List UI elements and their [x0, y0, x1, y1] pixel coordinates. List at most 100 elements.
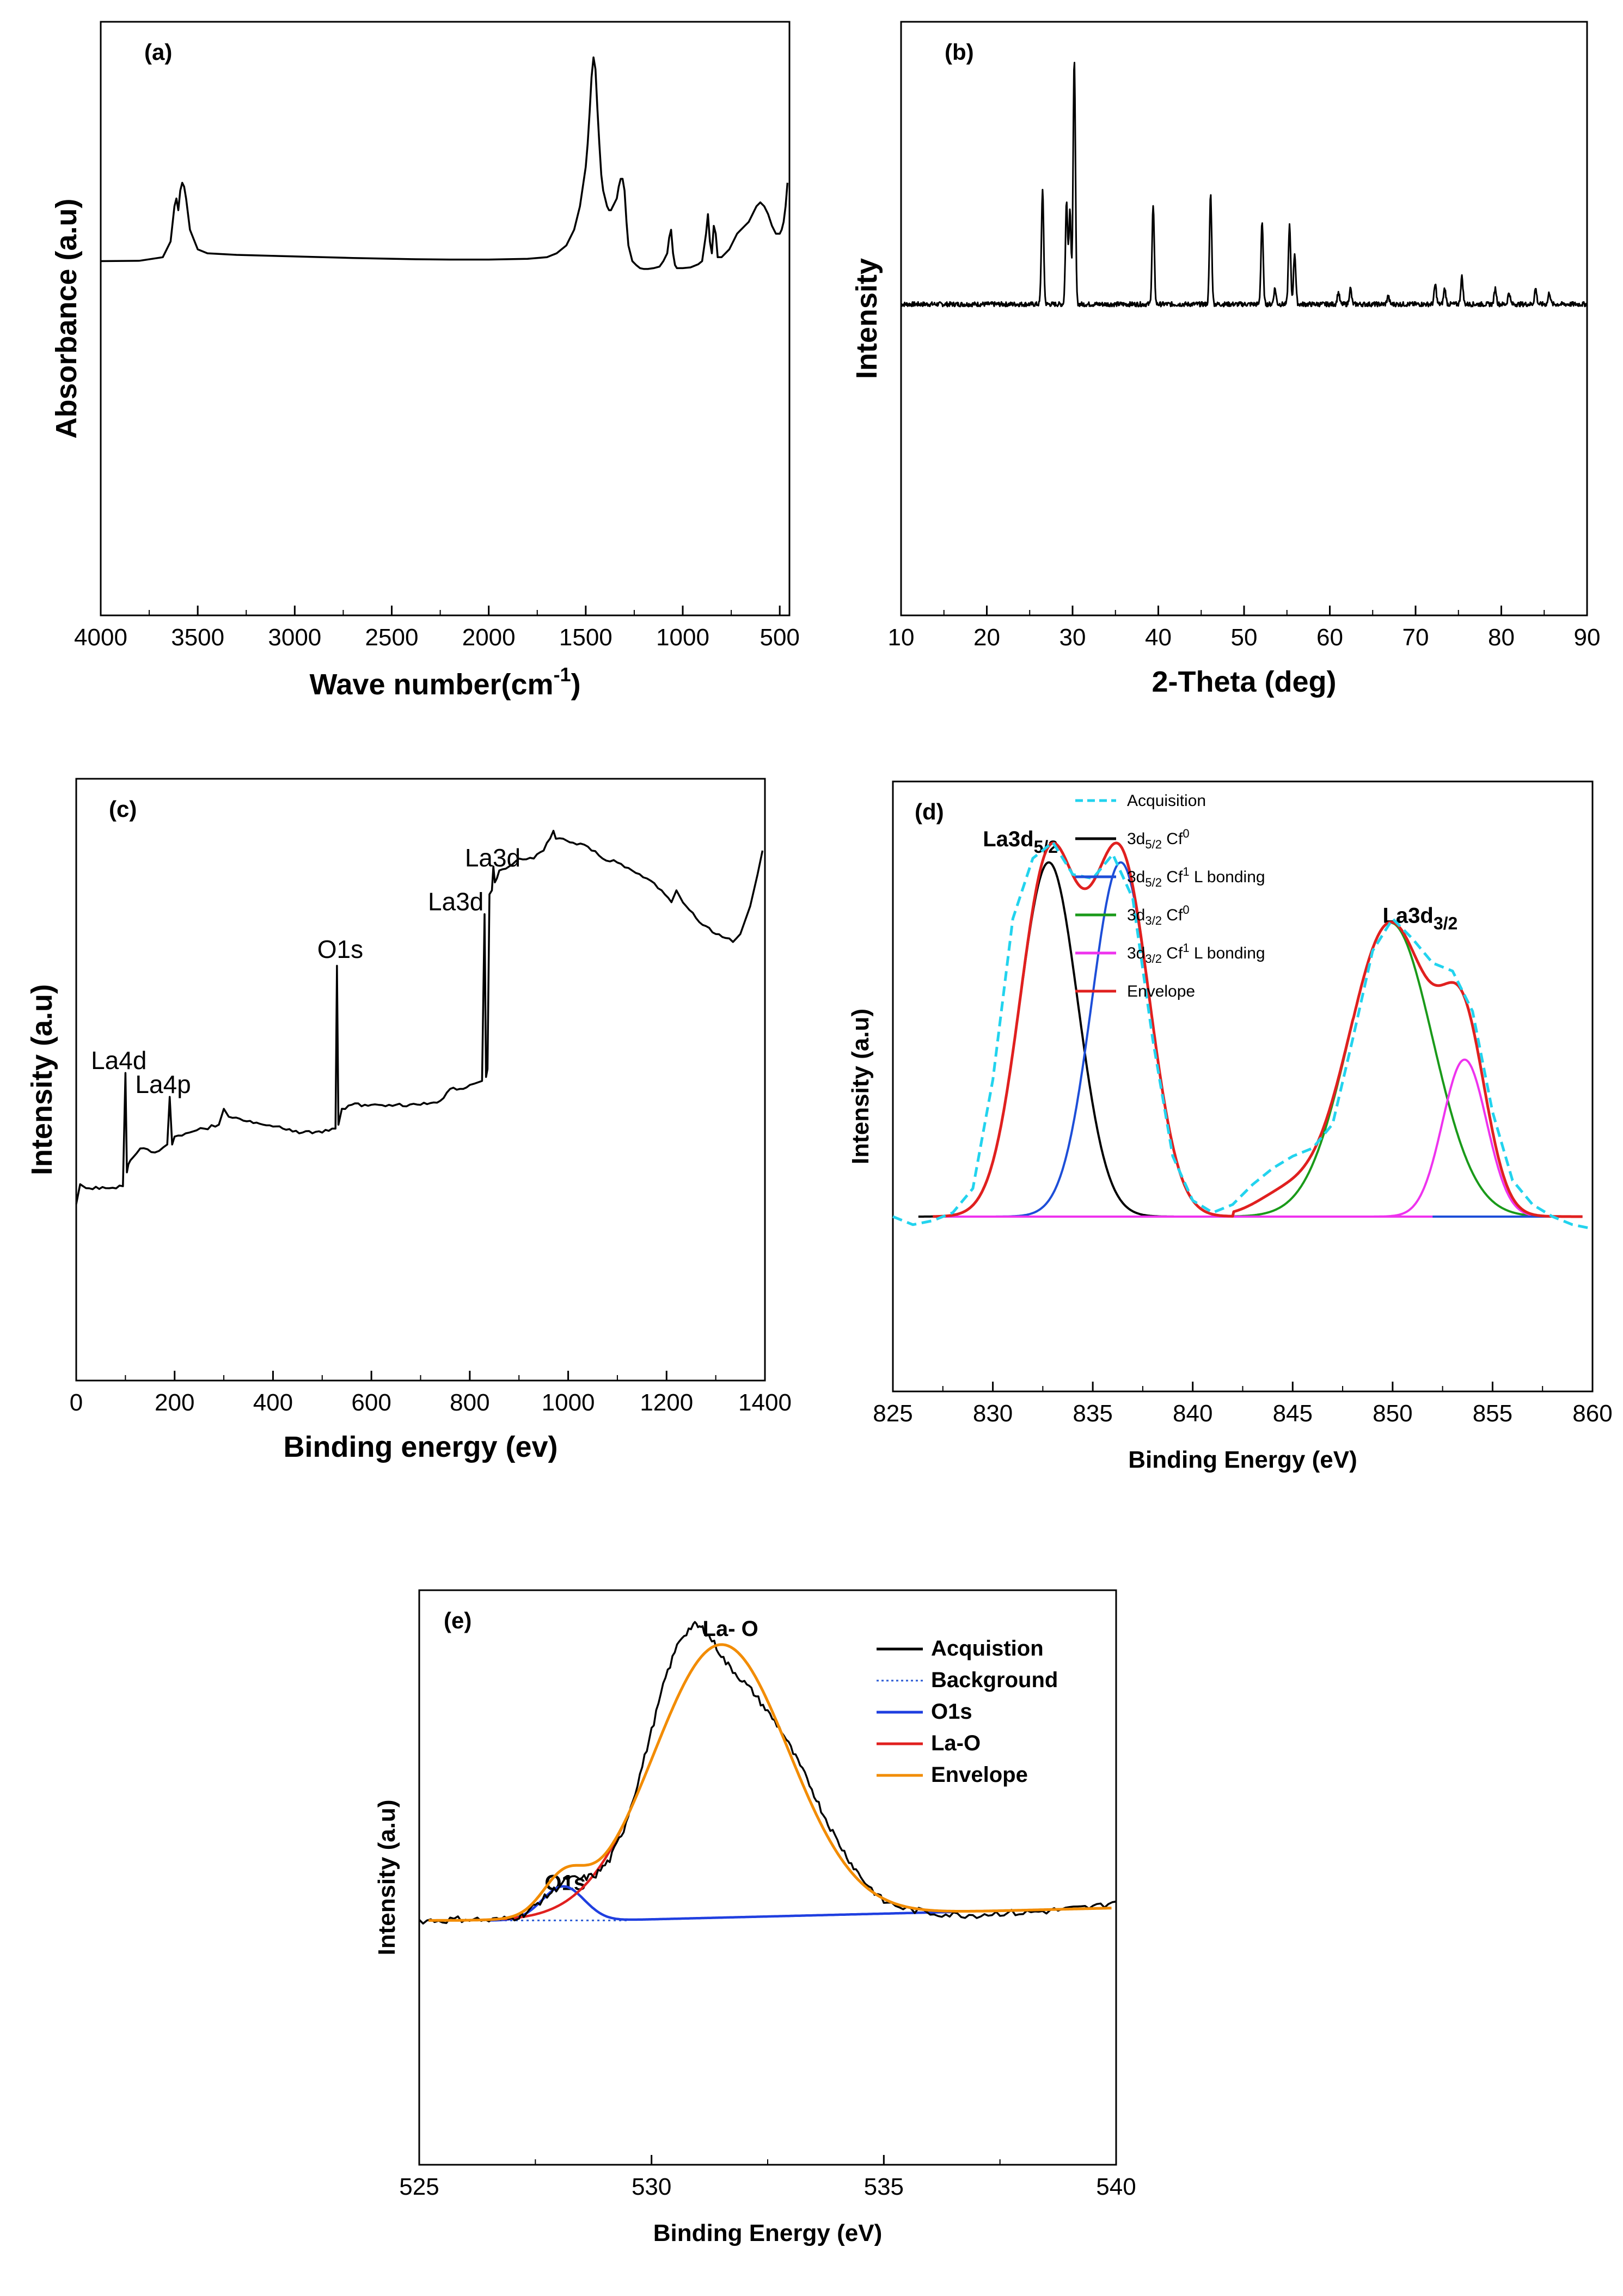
- x-tick-label: 3500: [171, 624, 224, 651]
- legend-label-sub: 5/2: [1145, 838, 1162, 851]
- series-line: [100, 56, 789, 270]
- legend-label-sup: 0: [1183, 827, 1189, 840]
- legend-label: Acquisition: [1127, 792, 1206, 810]
- legend-label: Acquistion: [931, 1636, 1044, 1660]
- x-axis-title-sup: -1: [554, 663, 571, 686]
- legend-label-sub: 5/2: [1145, 876, 1162, 889]
- x-axis-title: Binding Energy (eV): [653, 2220, 882, 2246]
- legend-item: Acquisition: [1075, 792, 1206, 810]
- x-tick-label: 1000: [542, 1389, 595, 1416]
- legend-item: Envelope: [1075, 982, 1195, 1000]
- x-tick-label: 2500: [365, 624, 419, 651]
- annotation-main: La3d: [983, 827, 1033, 851]
- x-tick-label: 3000: [268, 624, 321, 651]
- y-axis-title: Intensity (a.u): [847, 1009, 874, 1164]
- x-axis-title: Wave number(cm-1): [309, 663, 580, 701]
- legend-label: Background: [931, 1668, 1058, 1692]
- legend-label-tail: L bonding: [1190, 944, 1265, 962]
- x-axis-title: Binding Energy (eV): [1128, 1446, 1357, 1473]
- legend-label-sub: 3/2: [1145, 914, 1162, 927]
- x-tick-label: 500: [760, 624, 799, 651]
- legend-label-tail: L bonding: [1190, 868, 1265, 886]
- component-curve: [489, 1885, 953, 1922]
- y-axis-title: Intensity (a.u): [373, 1799, 400, 1955]
- plot-frame: [900, 21, 1588, 616]
- legend-label-suffix: Cf: [1162, 906, 1183, 924]
- legend-item: 3d5/2 Cf1 L bonding: [1075, 865, 1265, 889]
- chart-e: 525 530 535 540 (e) Intensity (a.u) Binding En…: [373, 1589, 1136, 2246]
- peak-annotation: La3d3/2: [1383, 903, 1458, 933]
- legend-item: 3d3/2 Cf0: [1075, 903, 1190, 927]
- x-axis-title: Binding energy (ev): [283, 1431, 558, 1463]
- x-axis-title-end: ): [571, 668, 581, 701]
- legend-label-sup: 0: [1183, 903, 1189, 917]
- x-tick-label: 845: [1273, 1400, 1313, 1427]
- x-tick-label: 1000: [656, 624, 709, 651]
- x-tick-label: 80: [1488, 624, 1515, 651]
- x-tick-label: 540: [1096, 2173, 1136, 2200]
- legend-label-suffix: Cf: [1162, 944, 1183, 962]
- component-curve: [990, 861, 1252, 1218]
- legend-label-main: Envelope: [1127, 982, 1195, 1000]
- x-tick-label: 1200: [640, 1389, 693, 1416]
- legend-label: La-O: [931, 1731, 981, 1755]
- x-tick-label: 20: [973, 624, 1000, 651]
- x-tick-label: 850: [1373, 1400, 1412, 1427]
- x-tick-label: 530: [632, 2173, 671, 2200]
- y-axis-title: Intensity (a.u): [26, 984, 58, 1175]
- chart-d: 825 830 835 840 845 850 855 860 (d) Intensity (a.…: [847, 780, 1613, 1473]
- x-tick-label: 825: [873, 1400, 912, 1427]
- panel-label: (d): [915, 799, 944, 825]
- peak-annotation: La3d: [465, 844, 520, 872]
- x-tick-label: 800: [450, 1389, 489, 1416]
- peak-annotation: O1s: [317, 935, 363, 963]
- chart-b: 10 20 30 40 50 60 70 80 90 (b) Intensity 2-Theta (d…: [850, 21, 1600, 698]
- legend-label-sub: 3/2: [1145, 952, 1162, 966]
- x-tick-label: 1500: [559, 624, 613, 651]
- x-tick-label: 40: [1145, 624, 1172, 651]
- y-axis-title: Absorbance (a.u): [50, 198, 83, 438]
- envelope-curve: [932, 841, 1583, 1218]
- panel-label: (c): [109, 796, 137, 822]
- x-tick-label: 855: [1473, 1400, 1512, 1427]
- x-tick-label: 2000: [462, 624, 516, 651]
- legend-item: O1s: [877, 1700, 972, 1724]
- x-tick-label: 600: [351, 1389, 391, 1416]
- legend-label-main: Acquisition: [1127, 792, 1206, 810]
- y-axis-title: Intensity: [850, 258, 883, 379]
- x-tick-label: 70: [1402, 624, 1429, 651]
- legend-label-sup: 1: [1183, 865, 1189, 878]
- x-axis-title-main: Wave number(cm: [309, 668, 553, 701]
- legend-label: O1s: [931, 1700, 972, 1724]
- panel-label: (b): [945, 39, 974, 65]
- component-curve: [1202, 921, 1580, 1218]
- x-tick-label: 1400: [738, 1389, 792, 1416]
- legend-label-main: 3d: [1127, 906, 1145, 924]
- legend-item: Background: [877, 1668, 1058, 1692]
- legend-label-suffix: Cf: [1162, 868, 1183, 886]
- legend-label: Envelope: [931, 1763, 1028, 1787]
- x-tick-label: 10: [888, 624, 915, 651]
- x-tick-label: 50: [1231, 624, 1258, 651]
- acquisition-curve: [892, 841, 1593, 1230]
- chart-a: 4000 3500 3000 2500 2000 1500 1000 500 (a) Absorb…: [50, 21, 800, 701]
- legend-item: 3d5/2 Cf0: [1075, 827, 1190, 851]
- legend-label: 3d3/2 Cf0: [1127, 903, 1190, 927]
- plot-frame: [100, 21, 791, 616]
- peak-annotation: La4d: [91, 1046, 146, 1074]
- legend-item: 3d3/2 Cf1 L bonding: [1075, 941, 1265, 966]
- acquisition-curve: [418, 1621, 1117, 1925]
- x-tick-label: 400: [253, 1389, 293, 1416]
- x-tick-label: 200: [155, 1389, 194, 1416]
- legend-label-main: 3d: [1127, 830, 1145, 848]
- panel-label: (a): [144, 39, 172, 65]
- legend-item: Acquistion: [877, 1636, 1044, 1660]
- envelope-curve: [428, 1643, 1112, 1922]
- legend-label: Envelope: [1127, 982, 1195, 1000]
- legend-label-suffix: Cf: [1162, 830, 1183, 848]
- x-tick-label: 840: [1173, 1400, 1212, 1427]
- xrd-peak: [1074, 57, 1075, 58]
- x-tick-label: 830: [973, 1400, 1013, 1427]
- x-tick-label: 535: [864, 2173, 904, 2200]
